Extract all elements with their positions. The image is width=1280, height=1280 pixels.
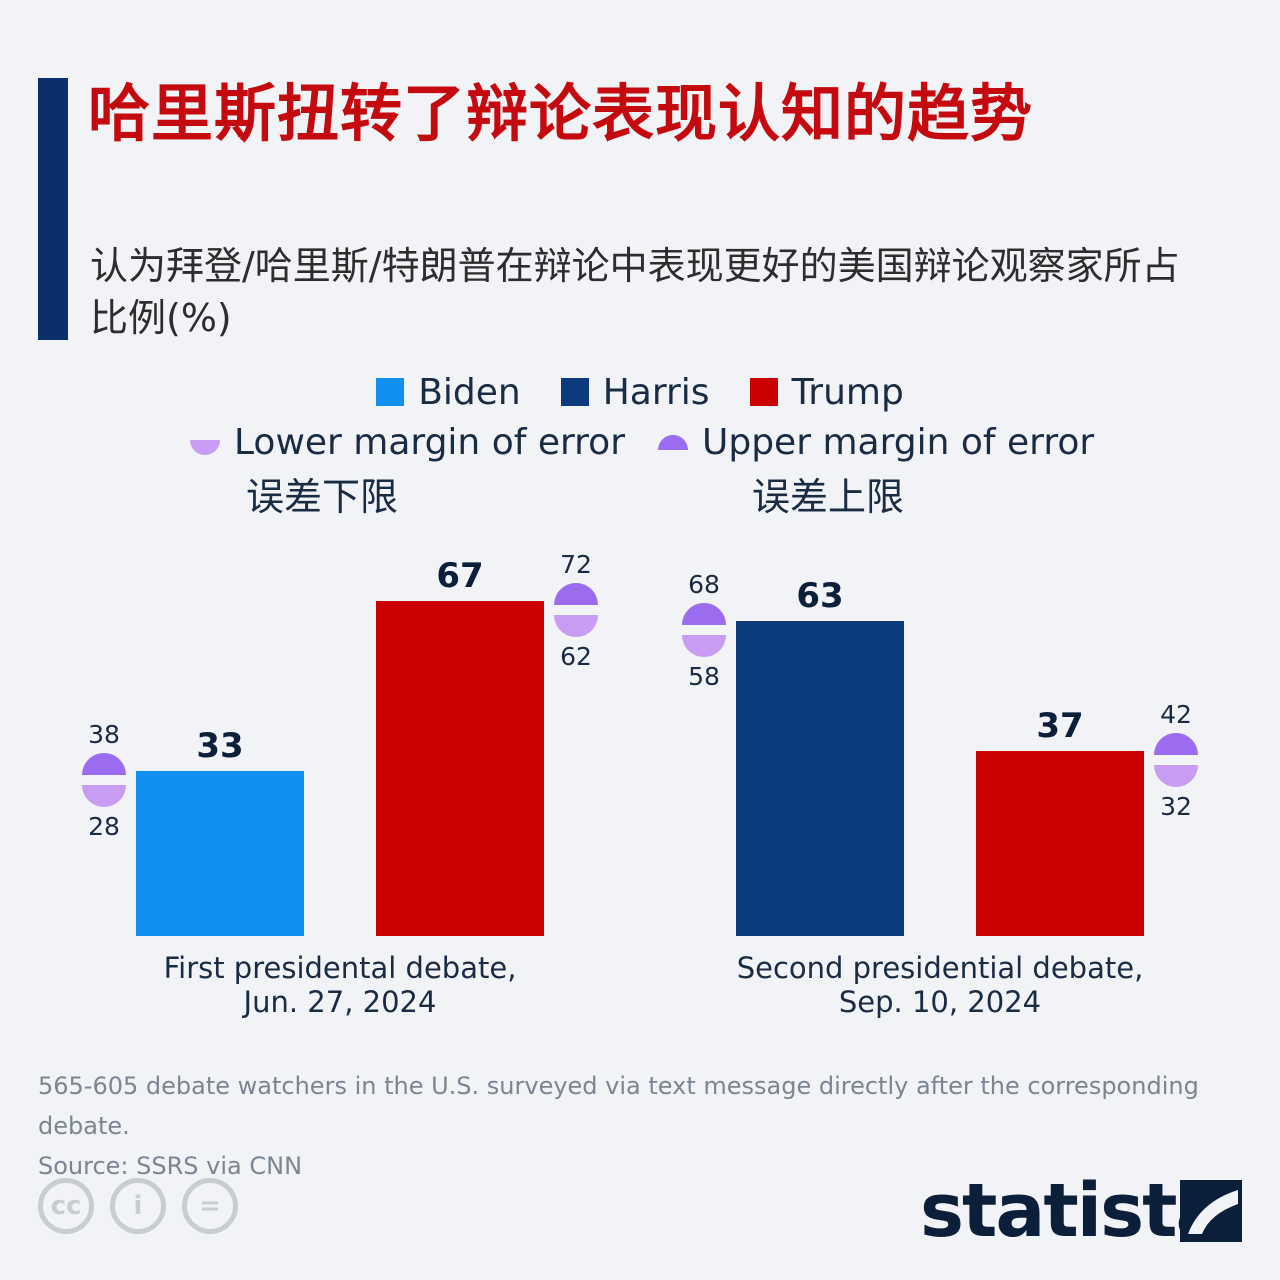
legend-swatch-biden [376, 378, 405, 406]
group-label-line1-g2: Second presidential debate, [737, 951, 1144, 985]
bar-biden-g1 [136, 771, 304, 936]
lower-moe-value-trump-g2: 32 [1160, 792, 1192, 821]
upper-moe-marker-harris-g2 [682, 603, 726, 625]
legend-label-harris: Harris [602, 371, 710, 413]
lower-moe-marker-harris-g2 [682, 635, 726, 657]
legend-label-lower-moe-cn: 误差下限 [246, 475, 399, 519]
group-label-line2-g1: Jun. 27, 2024 [242, 985, 437, 1019]
chart-title: 哈里斯扭转了辩论表现认知的趋势 [88, 77, 1034, 150]
bar-value-trump-g1: 67 [436, 556, 483, 596]
bar-value-harris-g2: 63 [796, 576, 843, 616]
bar-value-biden-g1: 33 [196, 726, 243, 766]
legend-item-harris: Harris [560, 371, 710, 413]
upper-moe-value-biden-g1: 38 [88, 720, 120, 749]
upper-moe-marker-biden-g1 [82, 753, 126, 775]
legend-item-trump: Trump [749, 371, 904, 413]
by-person-icon[interactable]: i [110, 1178, 166, 1234]
bar-harris-g2 [736, 621, 904, 936]
statista-mark-icon [1180, 1180, 1242, 1242]
legend-label-biden: Biden [418, 371, 521, 413]
legend-item-biden: Biden [376, 372, 521, 413]
title-accent-bar [38, 78, 68, 340]
upper-moe-marker-trump-g1 [554, 583, 598, 605]
footnote-source: Source: SSRS via CNN [38, 1152, 303, 1180]
bar-trump-g1 [376, 601, 544, 936]
statista-logo[interactable]: statista [920, 1168, 1225, 1254]
license-icons: cc i = [38, 1178, 238, 1234]
legend-swatch-harris [560, 378, 589, 406]
lower-moe-marker-trump-g2 [1154, 765, 1198, 787]
upper-moe-value-harris-g2: 68 [688, 570, 720, 599]
lower-moe-marker-trump-g1 [554, 615, 598, 637]
legend-label-upper-moe-cn: 误差上限 [752, 475, 905, 519]
legend-label-trump: Trump [791, 371, 904, 413]
lower-moe-value-biden-g1: 28 [88, 812, 120, 841]
footnote: 565-605 debate watchers in the U.S. surv… [38, 1066, 1258, 1186]
lower-moe-value-trump-g1: 62 [560, 642, 592, 671]
upper-moe-value-trump-g2: 42 [1160, 700, 1192, 729]
cc-icon[interactable]: cc [38, 1178, 94, 1234]
footnote-survey: 565-605 debate watchers in the U.S. surv… [38, 1072, 1199, 1140]
legend-series: Biden Harris Trump [0, 368, 1280, 416]
group-label-line2-g2: Sep. 10, 2024 [839, 985, 1041, 1019]
legend-upper-moe-icon [658, 435, 688, 450]
group-label-line1-g1: First presidental debate, [164, 951, 517, 985]
lower-moe-value-harris-g2: 58 [688, 662, 720, 691]
legend-lower-moe-icon [190, 440, 220, 455]
nd-equals-icon[interactable]: = [182, 1178, 238, 1234]
legend-swatch-trump [749, 378, 778, 406]
chart-subtitle: 认为拜登/哈里斯/特朗普在辩论中表现更好的美国辩论观察家所占比例(%) [90, 244, 1180, 340]
upper-moe-marker-trump-g2 [1154, 733, 1198, 755]
upper-moe-value-trump-g1: 72 [560, 550, 592, 579]
legend-label-lower-moe: Lower margin of error [234, 422, 625, 463]
bar-value-trump-g2: 37 [1036, 706, 1083, 746]
plot-area: 33 38 28 67 72 62 First presidental debate,Jun… [82, 550, 1198, 1019]
lower-moe-marker-biden-g1 [82, 785, 126, 807]
legend-label-upper-moe: Upper margin of error [702, 422, 1095, 463]
bar-trump-g2 [976, 751, 1144, 936]
